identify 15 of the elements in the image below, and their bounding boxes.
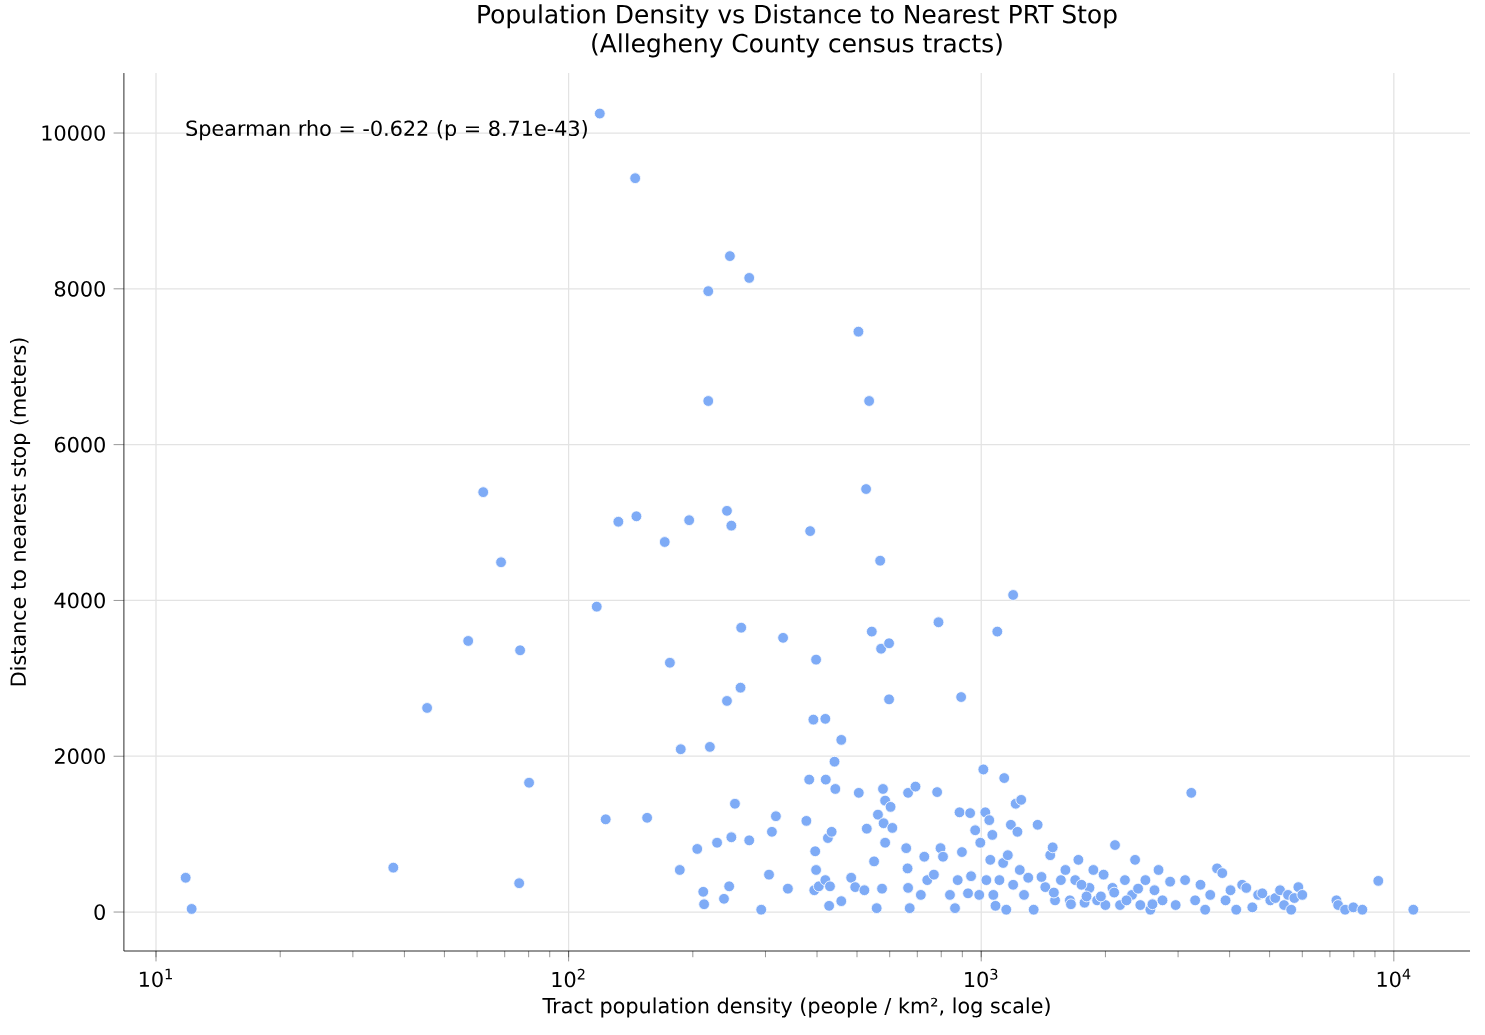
y-tick-label: 8000 — [54, 280, 105, 297]
x-tick-label: 10$^{1}$ — [139, 968, 172, 988]
y-tick-label: 6000 — [54, 436, 105, 453]
annotation: Spearman rho = -0.622 (p = 8.71e-43) — [186, 120, 587, 141]
x-axis-title: Tract population density (people / km², log scale) — [542, 997, 1050, 1018]
x-tick-label: 10$^{4}$ — [1377, 968, 1411, 988]
y-tick-label: 0 — [94, 904, 105, 920]
y-tick-label: 2000 — [54, 748, 105, 765]
y-tick-label: 10000 — [42, 125, 105, 141]
x-tick-label: 10$^{3}$ — [965, 968, 998, 988]
x-tick-label: 10$^{2}$ — [552, 968, 585, 988]
chart-subtitle: (Allegheny County census tracts) — [592, 33, 1002, 58]
y-axis-title: Distance to nearest stop (meters) — [9, 338, 31, 686]
chart-title: Population Density vs Distance to Nearest PRT Stop — [478, 4, 1117, 29]
y-tick-label: 4000 — [54, 592, 105, 609]
